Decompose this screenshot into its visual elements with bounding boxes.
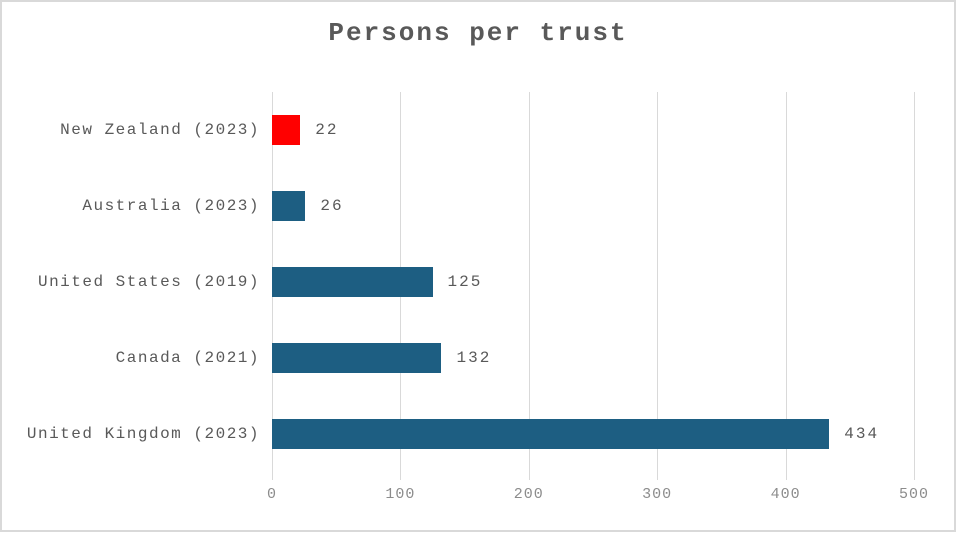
gridline (657, 92, 659, 480)
x-axis-tick-label: 200 (513, 486, 544, 503)
category-label: United States (2019) (37, 273, 260, 291)
value-label: 26 (320, 197, 344, 215)
x-axis-tick-label: 500 (898, 486, 929, 503)
bar (272, 115, 301, 145)
x-axis-tick-label: 400 (770, 486, 801, 503)
value-label: 22 (315, 121, 339, 139)
bar (272, 267, 433, 297)
value-label: 434 (844, 425, 880, 443)
bar (272, 419, 830, 449)
x-axis-tick-label: 100 (385, 486, 416, 503)
category-label: New Zealand (2023) (60, 121, 260, 139)
value-label: 125 (447, 273, 483, 291)
chart-title: Persons per trust (328, 18, 628, 48)
bar (272, 191, 306, 221)
gridline (914, 92, 915, 480)
bar (272, 343, 442, 373)
gridline (528, 92, 530, 480)
value-label: 132 (456, 349, 492, 367)
category-label: United Kingdom (2023) (26, 425, 260, 443)
x-axis-tick-label: 0 (266, 486, 277, 503)
category-label: Australia (2023) (82, 197, 260, 215)
category-label: Canada (2021) (115, 349, 260, 367)
x-axis-tick-label: 300 (642, 486, 673, 503)
gridline (785, 92, 787, 480)
